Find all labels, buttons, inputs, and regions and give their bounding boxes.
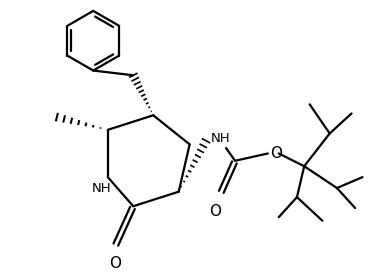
Text: O: O: [209, 204, 221, 219]
Text: NH: NH: [211, 133, 230, 145]
Text: O: O: [270, 146, 282, 161]
Text: NH: NH: [92, 182, 111, 195]
Text: O: O: [109, 256, 121, 271]
